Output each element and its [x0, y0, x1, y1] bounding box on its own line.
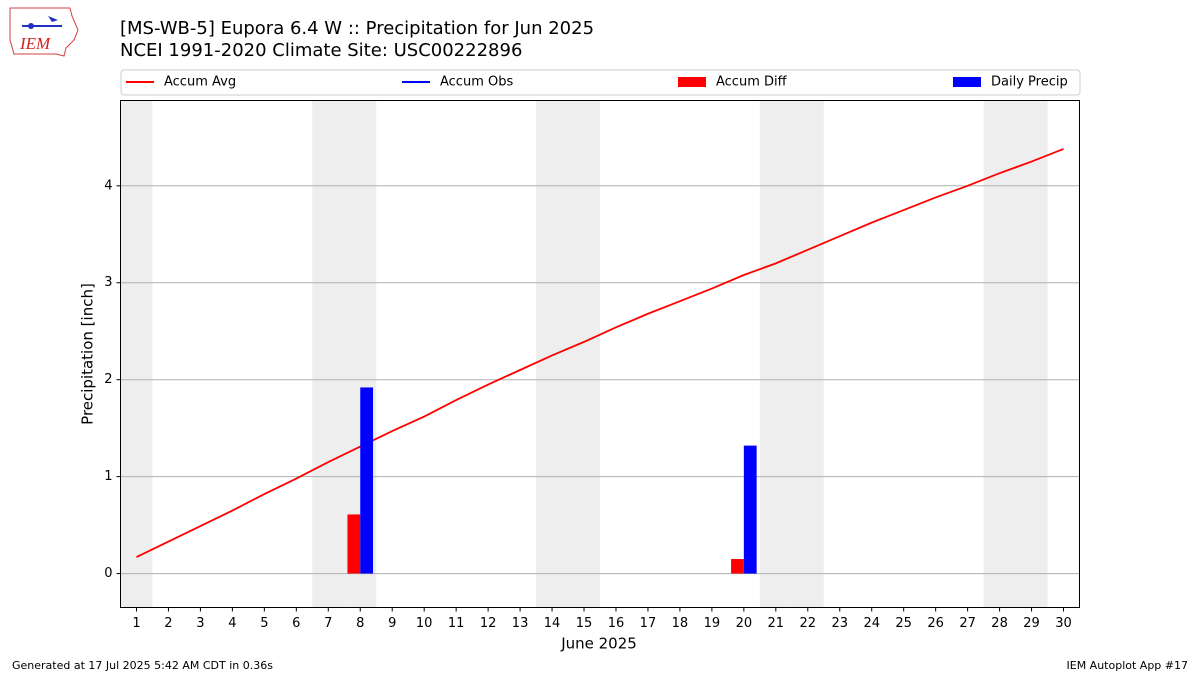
logo-icon [28, 23, 34, 29]
weekend-shade [536, 100, 569, 608]
x-tick-label: 29 [1023, 616, 1040, 631]
legend-label: Accum Avg [164, 75, 236, 90]
x-tick-label: 18 [672, 616, 689, 631]
y-tick-label: 2 [104, 372, 112, 387]
legend-swatch [678, 77, 706, 87]
weekend-shade [568, 100, 600, 608]
y-tick-label: 3 [104, 275, 112, 290]
y-tick-label: 1 [104, 469, 112, 484]
x-tick-label: 26 [927, 616, 944, 631]
logo-icon [48, 16, 58, 22]
x-tick-label: 25 [895, 616, 912, 631]
x-tick-label: 11 [448, 616, 465, 631]
y-axis-label: Precipitation [inch] [79, 283, 97, 425]
footer-right: IEM Autoplot App #17 [1067, 659, 1189, 672]
x-axis-label: June 2025 [560, 635, 637, 653]
weekend-shade [791, 100, 824, 608]
plot-area [120, 100, 1080, 608]
x-tick-label: 3 [196, 616, 204, 631]
x-tick-label: 5 [260, 616, 268, 631]
bar [347, 514, 361, 574]
legend-label: Daily Precip [991, 75, 1068, 90]
weekend-shade [1015, 100, 1048, 608]
legend-label: Accum Obs [440, 75, 513, 90]
logo-outline [9, 7, 79, 57]
logo: IEM [9, 7, 79, 57]
y-tick-label: 0 [104, 566, 112, 581]
x-tick-label: 14 [544, 616, 561, 631]
weekend-shade [759, 100, 792, 608]
x-tick-label: 9 [388, 616, 396, 631]
bar [743, 445, 757, 574]
chart-subtitle: NCEI 1991-2020 Climate Site: USC00222896 [120, 40, 522, 61]
x-tick-label: 27 [959, 616, 976, 631]
footer-left: Generated at 17 Jul 2025 5:42 AM CDT in … [12, 659, 273, 672]
x-tick-label: 19 [704, 616, 721, 631]
x-tick-label: 13 [512, 616, 529, 631]
x-tick-label: 8 [356, 616, 364, 631]
x-tick-label: 12 [480, 616, 497, 631]
x-tick-label: 1 [132, 616, 140, 631]
weekend-shade [312, 100, 345, 608]
x-tick-label: 6 [292, 616, 300, 631]
bar [731, 559, 744, 574]
x-tick-label: 20 [736, 616, 753, 631]
x-tick-label: 2 [164, 616, 172, 631]
bar [360, 387, 374, 574]
chart-title: [MS-WB-5] Eupora 6.4 W :: Precipitation … [120, 18, 594, 39]
y-tick-label: 4 [104, 178, 112, 193]
x-tick-label: 15 [576, 616, 593, 631]
x-tick-label: 28 [991, 616, 1008, 631]
x-tick-label: 22 [800, 616, 817, 631]
logo-text: IEM [19, 34, 51, 53]
x-tick-label: 10 [416, 616, 433, 631]
weekend-shade [983, 100, 1016, 608]
x-tick-label: 16 [608, 616, 625, 631]
x-tick-label: 24 [863, 616, 880, 631]
legend-label: Accum Diff [716, 75, 788, 90]
x-tick-label: 23 [831, 616, 848, 631]
x-tick-label: 7 [324, 616, 332, 631]
x-tick-label: 4 [228, 616, 236, 631]
legend-box [120, 69, 1081, 96]
line-series [136, 148, 1064, 558]
weekend-shade [120, 100, 153, 608]
x-tick-label: 21 [768, 616, 785, 631]
x-tick-label: 30 [1055, 616, 1072, 631]
legend-swatch [953, 77, 981, 87]
plot-frame [120, 100, 1080, 608]
x-tick-label: 17 [640, 616, 657, 631]
